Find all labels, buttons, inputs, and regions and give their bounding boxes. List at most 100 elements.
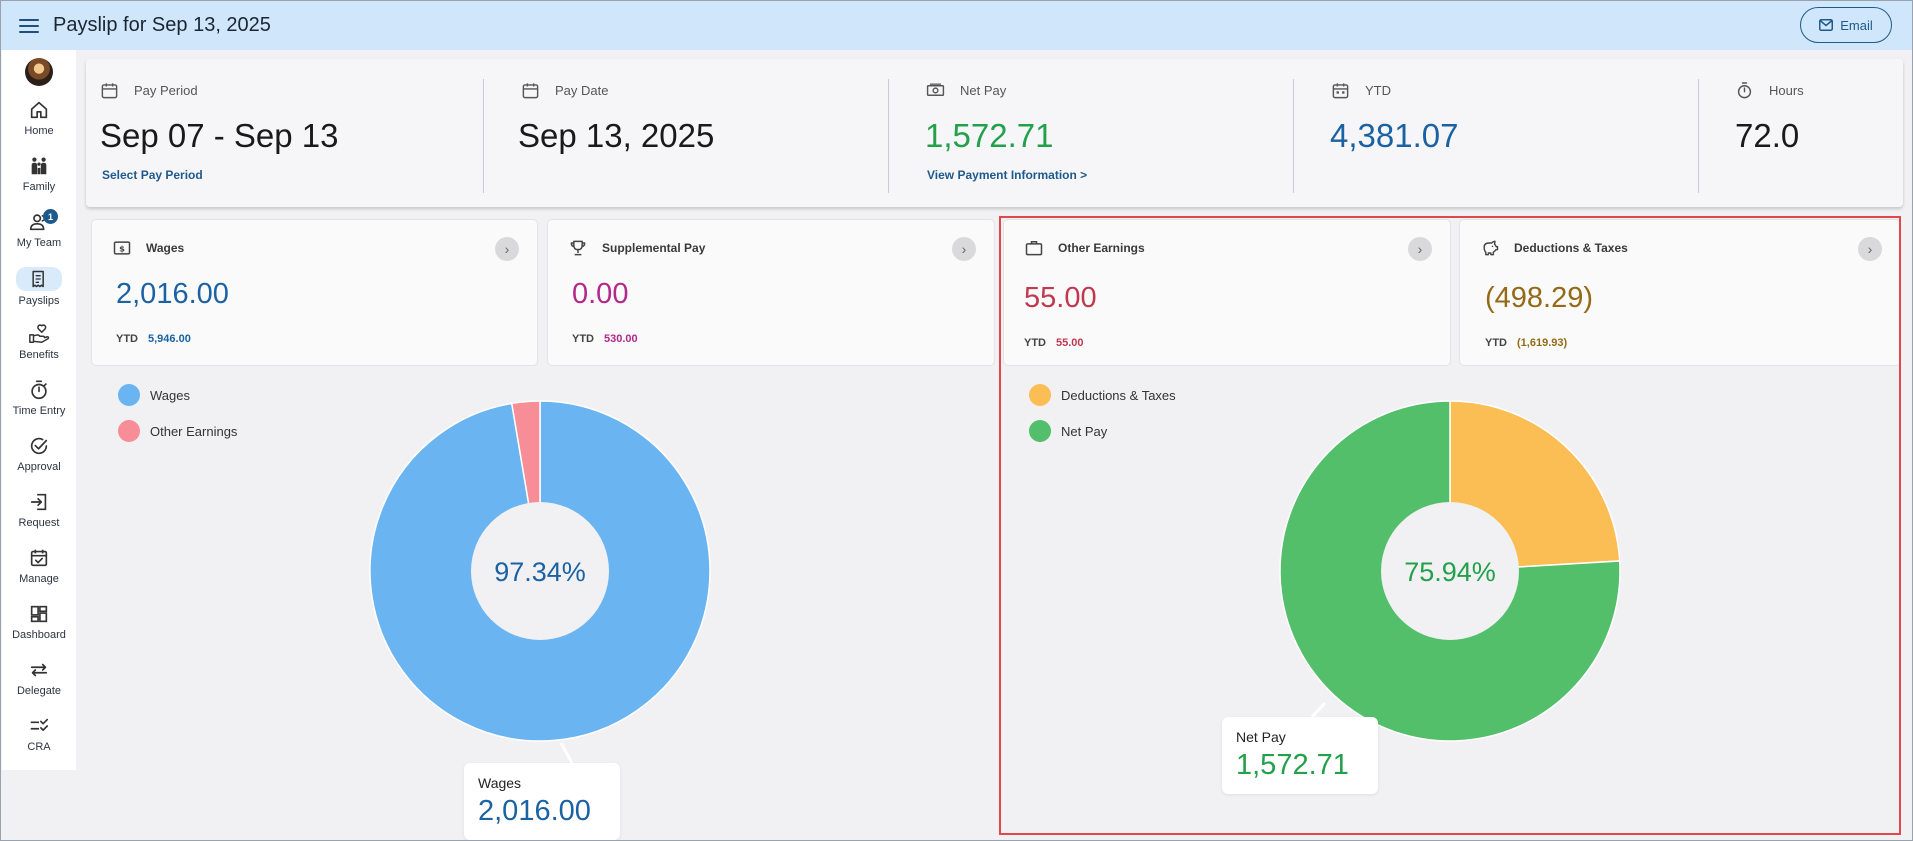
pay-period-section: Pay Period Sep 07 - Sep 13 Select Pay Pe… — [86, 59, 484, 207]
sidebar: Home Family 1 My Team Payslips Benefits … — [2, 50, 76, 770]
sidebar-item-label: Dashboard — [12, 629, 66, 641]
net-pay-donut-chart: 75.94% — [1279, 400, 1621, 742]
hours-label: Hours — [1769, 83, 1804, 98]
other-earnings-card[interactable]: Other Earnings › 55.00 YTD 55.00 — [1003, 219, 1451, 366]
menu-icon[interactable] — [19, 18, 39, 33]
calendar-icon — [522, 83, 539, 99]
donut-center-label: 97.34% — [494, 557, 586, 587]
chevron-right-icon[interactable]: › — [1858, 237, 1882, 261]
sidebar-item-my-team[interactable]: 1 My Team — [2, 203, 76, 259]
legend-item-other-earnings[interactable]: Other Earnings — [118, 420, 237, 442]
sidebar-item-delegate[interactable]: Delegate — [2, 651, 76, 707]
supplemental-pay-card[interactable]: Supplemental Pay › 0.00 YTD 530.00 — [547, 219, 995, 366]
pay-period-label: Pay Period — [134, 83, 198, 98]
ytd-label-row: YTD — [1331, 81, 1391, 100]
sidebar-item-label: Manage — [19, 573, 59, 585]
view-payment-information-link[interactable]: View Payment Information > — [927, 168, 1088, 182]
legend-item-deductions[interactable]: Deductions & Taxes — [1029, 384, 1176, 406]
pay-date-value: Sep 13, 2025 — [518, 117, 715, 154]
sidebar-item-time-entry[interactable]: Time Entry — [2, 371, 76, 427]
legend-swatch — [118, 420, 140, 442]
email-button[interactable]: Email — [1800, 7, 1892, 43]
checklist-icon — [30, 718, 49, 731]
pay-date-label-row: Pay Date — [521, 81, 608, 100]
sidebar-item-payslips[interactable]: Payslips — [2, 259, 76, 315]
donut-center-label: 75.94% — [1404, 557, 1496, 587]
legend-label: Other Earnings — [150, 423, 238, 439]
deductions-card-header: Deductions & Taxes — [1480, 238, 1628, 258]
sidebar-item-benefits[interactable]: Benefits — [2, 315, 76, 371]
supplemental-card-value: 0.00 — [572, 278, 629, 310]
tooltip-label: Net Pay — [1236, 729, 1286, 745]
chevron-right-icon[interactable]: › — [952, 237, 976, 261]
payslip-icon — [16, 267, 62, 291]
legend-item-net-pay[interactable]: Net Pay — [1029, 420, 1176, 442]
legend-label: Net Pay — [1061, 423, 1108, 439]
pay-date-section: Pay Date Sep 13, 2025 — [484, 59, 889, 207]
pay-date-label: Pay Date — [555, 83, 609, 98]
ytd-label: YTD — [116, 333, 138, 345]
sidebar-item-label: Request — [18, 517, 60, 529]
sidebar-item-family[interactable]: Family — [2, 147, 76, 203]
sidebar-item-request[interactable]: Request — [2, 483, 76, 539]
select-pay-period-link[interactable]: Select Pay Period — [102, 168, 203, 182]
supplemental-card-title: Supplemental Pay — [602, 241, 706, 255]
ytd-label: YTD — [1485, 337, 1507, 349]
wages-ytd-value: 5,946.00 — [148, 333, 191, 345]
sidebar-item-label: Time Entry — [12, 405, 66, 417]
chart-tooltip-net-pay: Net Pay 1,572.71 — [1222, 717, 1378, 794]
ytd-value: 4,381.07 — [1330, 117, 1459, 154]
deductions-card-value: (498.29) — [1485, 282, 1594, 314]
legend-item-wages[interactable]: Wages — [118, 384, 237, 406]
sidebar-item-label: Home — [24, 125, 54, 137]
ytd-label: YTD — [1024, 337, 1046, 349]
ytd-label: YTD — [572, 333, 594, 345]
hours-label-row: Hours — [1735, 81, 1804, 100]
chart-tooltip-wages: Wages 2,016.00 — [464, 763, 620, 840]
email-label: Email — [1840, 17, 1873, 33]
divider — [888, 79, 889, 193]
sidebar-item-label: My Team — [16, 237, 62, 249]
net-pay-legend: Deductions & Taxes Net Pay — [1029, 384, 1176, 442]
calendar-icon — [101, 83, 118, 99]
sidebar-item-label: Approval — [17, 461, 61, 473]
legend-swatch — [118, 384, 140, 406]
sidebar-item-label: CRA — [27, 741, 51, 753]
chevron-right-icon[interactable]: › — [1408, 237, 1432, 261]
net-pay-section: Net Pay 1,572.71 View Payment Informatio… — [889, 59, 1294, 207]
calendar-check-icon — [30, 549, 48, 567]
deductions-taxes-card[interactable]: Deductions & Taxes › (498.29) YTD (1,619.… — [1459, 219, 1901, 366]
tooltip-label: Wages — [478, 775, 522, 791]
piggy-bank-icon — [1483, 240, 1499, 256]
ytd-label: YTD — [1365, 83, 1391, 98]
donut-hole — [1381, 502, 1519, 640]
donut-slice-net-pay[interactable] — [1279, 400, 1621, 742]
net-pay-value: 1,572.71 — [925, 117, 1054, 154]
wages-card-title: Wages — [146, 241, 185, 255]
notification-badge: 1 — [43, 209, 58, 224]
dollar-bill-icon: $ — [113, 241, 131, 255]
divider — [1698, 79, 1699, 193]
sidebar-item-cra[interactable]: CRA — [2, 707, 76, 763]
legend-swatch — [1029, 420, 1051, 442]
pay-period-label-row: Pay Period — [100, 81, 198, 100]
other-earnings-ytd-value: 55.00 — [1056, 337, 1084, 349]
sidebar-item-label: Benefits — [19, 349, 59, 361]
legend-label: Wages — [150, 387, 190, 403]
sidebar-item-manage[interactable]: Manage — [2, 539, 76, 595]
sidebar-item-dashboard[interactable]: Dashboard — [2, 595, 76, 651]
tooltip-pointer — [559, 742, 574, 764]
tooltip-pointer — [1310, 701, 1327, 719]
divider — [483, 79, 484, 193]
avatar[interactable] — [25, 58, 53, 86]
wages-card[interactable]: $ Wages › 2,016.00 YTD 5,946.00 — [91, 219, 538, 366]
hours-section: Hours 72.0 — [1699, 59, 1903, 207]
chevron-right-icon[interactable]: › — [495, 237, 519, 261]
sidebar-item-approval[interactable]: Approval — [2, 427, 76, 483]
pay-period-value: Sep 07 - Sep 13 — [100, 117, 339, 154]
sidebar-item-home[interactable]: Home — [2, 91, 76, 147]
calendar-grid-icon — [1332, 83, 1349, 99]
earnings-legend: Wages Other Earnings — [118, 384, 237, 442]
earnings-donut-chart: 97.34% — [369, 400, 711, 764]
